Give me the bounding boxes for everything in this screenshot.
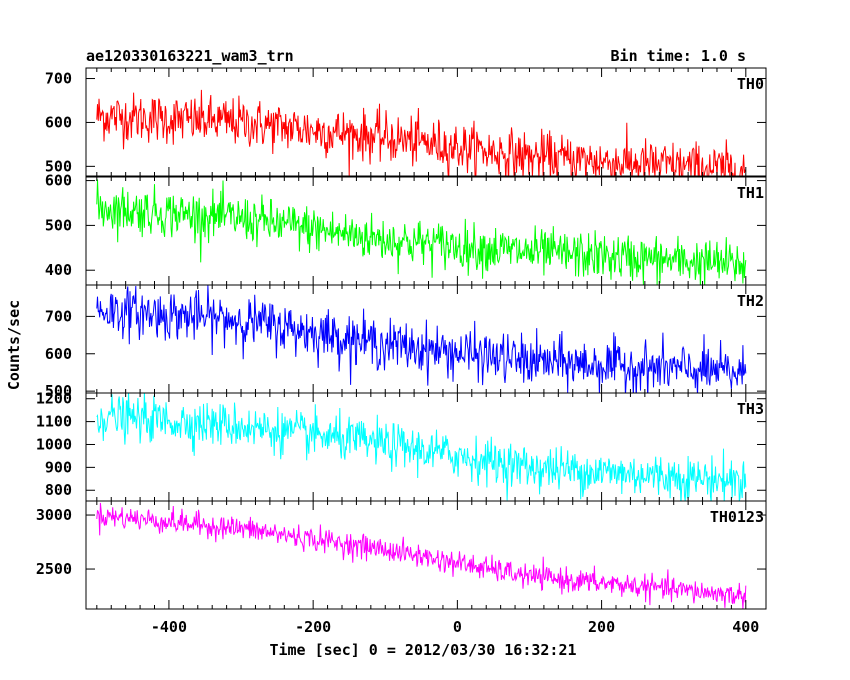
x-tick-label: -400 bbox=[151, 618, 187, 636]
series-label-th0: TH0 bbox=[737, 75, 764, 93]
panel-th1: 400 500 600 TH1 bbox=[45, 172, 767, 286]
chart-subtitle: Bin time: 1.0 s bbox=[611, 47, 746, 65]
y-tick-label: 500 bbox=[45, 216, 72, 234]
x-tick-label: 0 bbox=[453, 618, 462, 636]
y-tick-label: 500 bbox=[45, 382, 72, 400]
panel-th0: 500 600 700 TH0 bbox=[45, 67, 767, 177]
series-line-th2 bbox=[96, 285, 747, 393]
y-tick-label: 900 bbox=[45, 458, 72, 476]
x-tick-label: 200 bbox=[588, 618, 615, 636]
y-tick-label: 2500 bbox=[36, 560, 72, 578]
y-tick-label: 700 bbox=[45, 307, 72, 325]
y-tick-label: 600 bbox=[45, 345, 72, 363]
y-tick-label: 3000 bbox=[36, 506, 72, 524]
series-label-th2: TH2 bbox=[737, 292, 764, 310]
panel-frame bbox=[85, 500, 767, 610]
series-line-th3 bbox=[96, 393, 747, 501]
y-tick-label: 700 bbox=[45, 70, 72, 88]
y-tick-label: 1000 bbox=[36, 435, 72, 453]
x-tick-label: -200 bbox=[295, 618, 331, 636]
y-tick-label: 400 bbox=[45, 261, 72, 279]
panel-th2: 500 600 700 TH2 bbox=[45, 284, 767, 400]
panel-th3: 800 900 1000 1100 1200 TH3 bbox=[36, 390, 767, 502]
x-tick-label: 400 bbox=[732, 618, 759, 636]
series-line-th0 bbox=[96, 89, 747, 176]
y-tick-label: 600 bbox=[45, 172, 72, 190]
x-axis-label: Time [sec] 0 = 2012/03/30 16:32:21 bbox=[269, 641, 576, 659]
y-tick-label: 500 bbox=[45, 157, 72, 175]
y-tick-label: 1200 bbox=[36, 390, 72, 408]
series-line-th1 bbox=[96, 179, 747, 285]
y-tick-label: 800 bbox=[45, 481, 72, 499]
y-tick-label: 1100 bbox=[36, 413, 72, 431]
series-label-th1: TH1 bbox=[737, 184, 764, 202]
series-line-th0123 bbox=[96, 502, 747, 609]
y-tick-label: 600 bbox=[45, 113, 72, 131]
y-axis-label: Counts/sec bbox=[5, 300, 23, 390]
chart-title: ae120330163221_wam3_trn bbox=[86, 47, 294, 65]
series-label-th0123: TH0123 bbox=[710, 508, 764, 526]
series-label-th3: TH3 bbox=[737, 400, 764, 418]
panel-frame bbox=[85, 176, 767, 286]
panel-th0123: 2500 3000 TH0123 bbox=[36, 500, 767, 610]
